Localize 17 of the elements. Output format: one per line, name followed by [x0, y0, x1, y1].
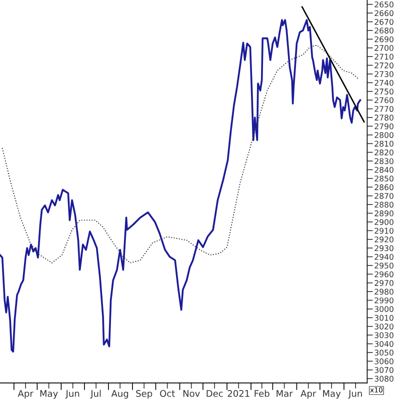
- line-series: [0, 19, 362, 353]
- x-tick-label: Mar: [276, 390, 293, 397]
- x-tick-label: Jun: [65, 390, 80, 399]
- x-tick-label: May: [323, 390, 341, 399]
- x-tick-label: Apr: [300, 390, 316, 399]
- x-tick-label: 2021: [228, 390, 250, 397]
- x-tick-label: Apr: [18, 390, 34, 399]
- x-tick-label: Sep: [136, 390, 152, 399]
- line-series: [2, 44, 358, 264]
- x-tick-label: Aug: [111, 390, 128, 399]
- x-tick-label: Oct: [160, 390, 175, 397]
- x-tick-label: Dec: [206, 390, 223, 397]
- x-tick-label: Feb: [254, 390, 270, 397]
- x-tick-label: Nov: [183, 390, 200, 397]
- x-tick-label: May: [40, 390, 58, 399]
- x-tick-label: Jun: [348, 390, 362, 399]
- x-tick-label: Jul: [90, 390, 101, 399]
